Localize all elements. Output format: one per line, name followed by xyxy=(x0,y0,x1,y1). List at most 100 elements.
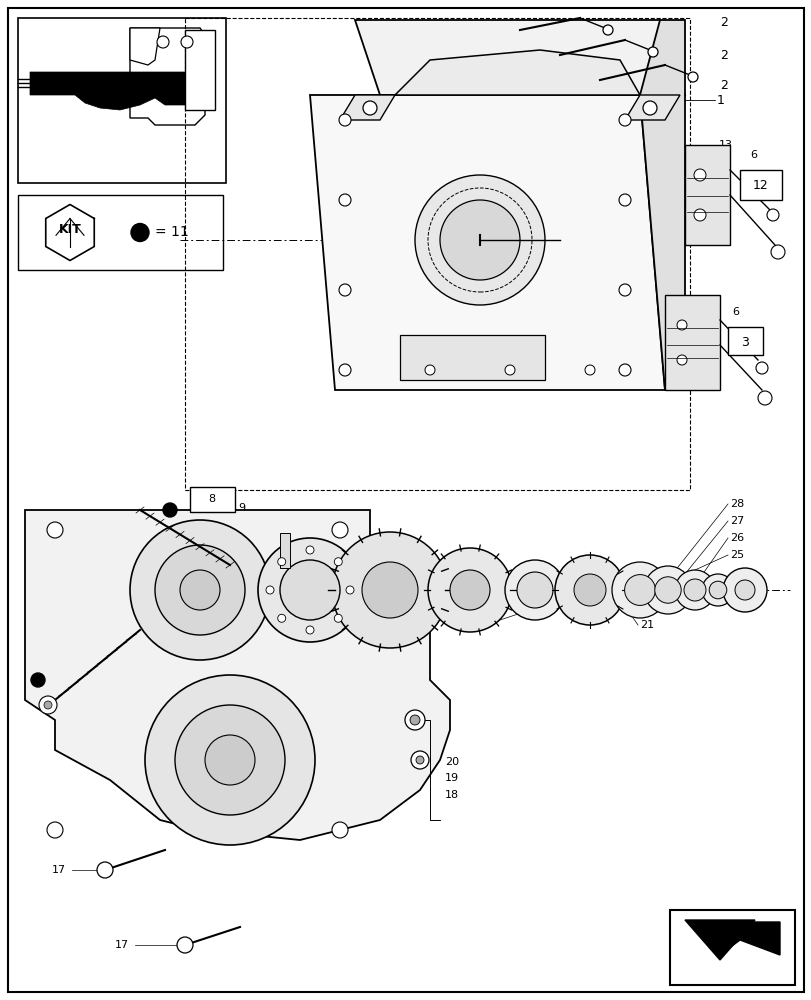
Polygon shape xyxy=(624,95,679,120)
Circle shape xyxy=(130,520,270,660)
Text: 7: 7 xyxy=(731,330,738,340)
Circle shape xyxy=(306,546,314,554)
Text: 2: 2 xyxy=(719,79,727,92)
Polygon shape xyxy=(130,28,204,125)
Circle shape xyxy=(643,566,691,614)
Circle shape xyxy=(440,200,519,280)
Circle shape xyxy=(449,570,489,610)
Circle shape xyxy=(584,365,594,375)
Text: 19: 19 xyxy=(444,773,458,783)
Circle shape xyxy=(405,710,424,730)
Text: 20: 20 xyxy=(444,757,458,767)
Circle shape xyxy=(332,822,348,838)
Bar xyxy=(190,487,234,512)
Circle shape xyxy=(674,570,714,610)
Circle shape xyxy=(683,579,705,601)
Polygon shape xyxy=(699,922,779,955)
Circle shape xyxy=(145,675,315,845)
Circle shape xyxy=(415,756,423,764)
Text: 24: 24 xyxy=(639,569,654,579)
Circle shape xyxy=(766,209,778,221)
Text: 5: 5 xyxy=(669,303,676,313)
Circle shape xyxy=(410,751,428,769)
Circle shape xyxy=(755,362,767,374)
Polygon shape xyxy=(130,28,160,65)
Polygon shape xyxy=(25,510,449,840)
Text: 26: 26 xyxy=(729,533,743,543)
Circle shape xyxy=(770,245,784,259)
Circle shape xyxy=(693,169,705,181)
Circle shape xyxy=(693,209,705,221)
Circle shape xyxy=(131,224,148,241)
Circle shape xyxy=(410,715,419,725)
Circle shape xyxy=(603,25,612,35)
Circle shape xyxy=(687,72,697,82)
Circle shape xyxy=(97,862,113,878)
Text: 6: 6 xyxy=(731,307,738,317)
Circle shape xyxy=(258,538,362,642)
Polygon shape xyxy=(394,50,639,95)
Circle shape xyxy=(757,391,771,405)
Circle shape xyxy=(338,284,350,296)
Circle shape xyxy=(334,614,342,622)
Text: 6: 6 xyxy=(749,150,756,160)
Text: 22: 22 xyxy=(639,603,654,613)
Bar xyxy=(739,170,781,200)
Circle shape xyxy=(708,581,726,599)
Bar xyxy=(18,195,223,270)
Circle shape xyxy=(334,558,342,566)
Circle shape xyxy=(517,572,552,608)
Text: 4: 4 xyxy=(669,287,676,297)
Circle shape xyxy=(277,614,285,622)
Circle shape xyxy=(554,555,624,625)
Text: 9: 9 xyxy=(238,503,245,513)
Text: 21: 21 xyxy=(639,620,654,630)
Circle shape xyxy=(734,580,754,600)
Polygon shape xyxy=(340,95,394,120)
Text: = 11: = 11 xyxy=(155,226,188,239)
Bar xyxy=(400,335,544,380)
Circle shape xyxy=(47,522,63,538)
Circle shape xyxy=(338,194,350,206)
Bar xyxy=(185,30,215,110)
Polygon shape xyxy=(354,20,684,95)
Circle shape xyxy=(362,562,418,618)
Polygon shape xyxy=(684,920,754,960)
Text: 1: 1 xyxy=(716,94,724,107)
Circle shape xyxy=(427,548,512,632)
Circle shape xyxy=(47,822,63,838)
Circle shape xyxy=(44,701,52,709)
Circle shape xyxy=(155,545,245,635)
Circle shape xyxy=(117,80,133,96)
Circle shape xyxy=(414,175,544,305)
Circle shape xyxy=(722,568,766,612)
Bar xyxy=(669,910,794,985)
Circle shape xyxy=(647,47,657,57)
Text: 10: 10 xyxy=(238,520,251,530)
Text: 3: 3 xyxy=(740,336,748,349)
Circle shape xyxy=(332,532,448,648)
Text: KIT: KIT xyxy=(58,223,81,236)
Text: 2: 2 xyxy=(719,49,727,62)
Circle shape xyxy=(624,575,654,605)
Circle shape xyxy=(504,365,514,375)
Text: 15: 15 xyxy=(52,658,66,668)
Text: 16: 16 xyxy=(52,676,66,686)
Circle shape xyxy=(676,320,686,330)
Text: 8: 8 xyxy=(208,494,215,504)
Circle shape xyxy=(654,577,680,603)
Circle shape xyxy=(618,194,630,206)
Circle shape xyxy=(306,626,314,634)
Circle shape xyxy=(266,586,273,594)
Circle shape xyxy=(277,558,285,566)
Text: 7: 7 xyxy=(749,173,756,183)
Circle shape xyxy=(345,586,354,594)
Circle shape xyxy=(504,560,564,620)
Circle shape xyxy=(338,364,350,376)
Circle shape xyxy=(611,562,667,618)
Circle shape xyxy=(618,284,630,296)
Circle shape xyxy=(338,114,350,126)
Circle shape xyxy=(204,735,255,785)
Circle shape xyxy=(280,560,340,620)
Text: 17: 17 xyxy=(52,865,66,875)
